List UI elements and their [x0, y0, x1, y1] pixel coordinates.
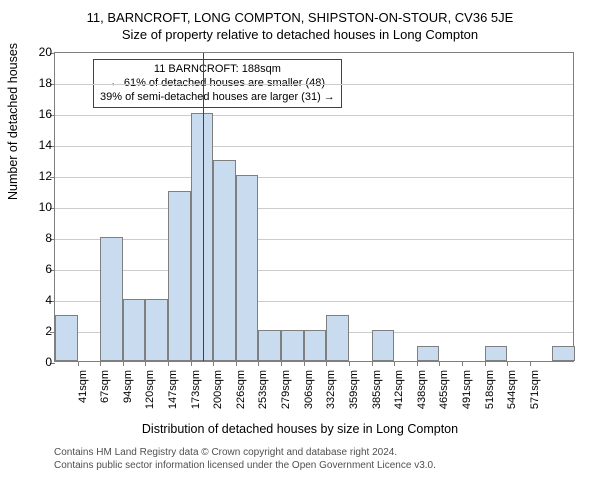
- x-tick-mark: [349, 361, 350, 366]
- y-axis-label: Number of detached houses: [6, 43, 20, 200]
- footer-line-2: Contains public sector information licen…: [54, 459, 436, 472]
- y-tick-label: 4: [22, 293, 52, 307]
- bar: [123, 299, 146, 361]
- grid-line: [55, 208, 573, 209]
- x-tick-label: 359sqm: [348, 370, 360, 420]
- y-tick-label: 6: [22, 262, 52, 276]
- x-tick-mark: [394, 361, 395, 366]
- grid-line: [55, 115, 573, 116]
- x-tick-label: 544sqm: [506, 370, 518, 420]
- x-tick-mark: [507, 361, 508, 366]
- footer-line-1: Contains HM Land Registry data © Crown c…: [54, 446, 436, 459]
- x-tick-label: 385sqm: [371, 370, 383, 420]
- grid-line: [55, 177, 573, 178]
- title-main: 11, BARNCROFT, LONG COMPTON, SHIPSTON-ON…: [0, 0, 600, 25]
- x-tick-mark: [168, 361, 169, 366]
- bar: [168, 191, 191, 362]
- x-tick-label: 279sqm: [280, 370, 292, 420]
- x-tick-mark: [78, 361, 79, 366]
- x-tick-mark: [123, 361, 124, 366]
- x-tick-mark: [372, 361, 373, 366]
- grid-line: [55, 239, 573, 240]
- grid-line: [55, 270, 573, 271]
- bar: [552, 346, 575, 362]
- x-axis-label: Distribution of detached houses by size …: [0, 422, 600, 436]
- annotation-line: 39% of semi-detached houses are larger (…: [100, 91, 335, 105]
- x-tick-mark: [145, 361, 146, 366]
- y-tick-label: 8: [22, 231, 52, 245]
- x-tick-mark: [304, 361, 305, 366]
- y-tick-label: 14: [22, 138, 52, 152]
- x-tick-label: 147sqm: [167, 370, 179, 420]
- x-tick-label: 226sqm: [235, 370, 247, 420]
- x-tick-mark: [100, 361, 101, 366]
- bar: [145, 299, 168, 361]
- x-tick-label: 332sqm: [325, 370, 337, 420]
- x-tick-label: 412sqm: [393, 370, 405, 420]
- x-tick-label: 571sqm: [529, 370, 541, 420]
- bar: [191, 113, 214, 361]
- annotation-line: 11 BARNCROFT: 188sqm: [100, 63, 335, 77]
- bar: [326, 315, 349, 362]
- bar: [485, 346, 508, 362]
- x-tick-label: 518sqm: [484, 370, 496, 420]
- x-tick-label: 94sqm: [122, 370, 134, 420]
- footer-credits: Contains HM Land Registry data © Crown c…: [54, 446, 436, 472]
- x-tick-mark: [530, 361, 531, 366]
- y-tick-label: 10: [22, 200, 52, 214]
- x-tick-mark: [485, 361, 486, 366]
- bar: [372, 330, 395, 361]
- x-tick-label: 200sqm: [212, 370, 224, 420]
- x-tick-label: 120sqm: [144, 370, 156, 420]
- x-tick-label: 491sqm: [461, 370, 473, 420]
- x-tick-mark: [236, 361, 237, 366]
- bar: [258, 330, 281, 361]
- y-tick-label: 12: [22, 169, 52, 183]
- y-tick-label: 18: [22, 76, 52, 90]
- x-tick-label: 306sqm: [303, 370, 315, 420]
- x-tick-mark: [439, 361, 440, 366]
- x-tick-mark: [213, 361, 214, 366]
- y-tick-label: 20: [22, 45, 52, 59]
- x-tick-label: 438sqm: [416, 370, 428, 420]
- bar: [236, 175, 259, 361]
- reference-line: [203, 53, 204, 361]
- grid-line: [55, 84, 573, 85]
- x-tick-mark: [191, 361, 192, 366]
- x-tick-mark: [258, 361, 259, 366]
- bar: [55, 315, 78, 362]
- y-tick-label: 2: [22, 324, 52, 338]
- x-tick-label: 253sqm: [257, 370, 269, 420]
- x-tick-label: 67sqm: [99, 370, 111, 420]
- x-tick-label: 173sqm: [190, 370, 202, 420]
- x-tick-mark: [462, 361, 463, 366]
- title-sub: Size of property relative to detached ho…: [0, 25, 600, 42]
- bar: [417, 346, 440, 362]
- x-tick-label: 465sqm: [438, 370, 450, 420]
- y-tick-label: 0: [22, 355, 52, 369]
- bar: [281, 330, 304, 361]
- x-tick-mark: [326, 361, 327, 366]
- bar: [304, 330, 327, 361]
- chart-plot-area: 11 BARNCROFT: 188sqm← 61% of detached ho…: [54, 52, 574, 362]
- bar: [100, 237, 123, 361]
- grid-line: [55, 146, 573, 147]
- x-tick-mark: [281, 361, 282, 366]
- x-tick-label: 41sqm: [77, 370, 89, 420]
- bar: [213, 160, 236, 362]
- x-tick-mark: [417, 361, 418, 366]
- y-tick-label: 16: [22, 107, 52, 121]
